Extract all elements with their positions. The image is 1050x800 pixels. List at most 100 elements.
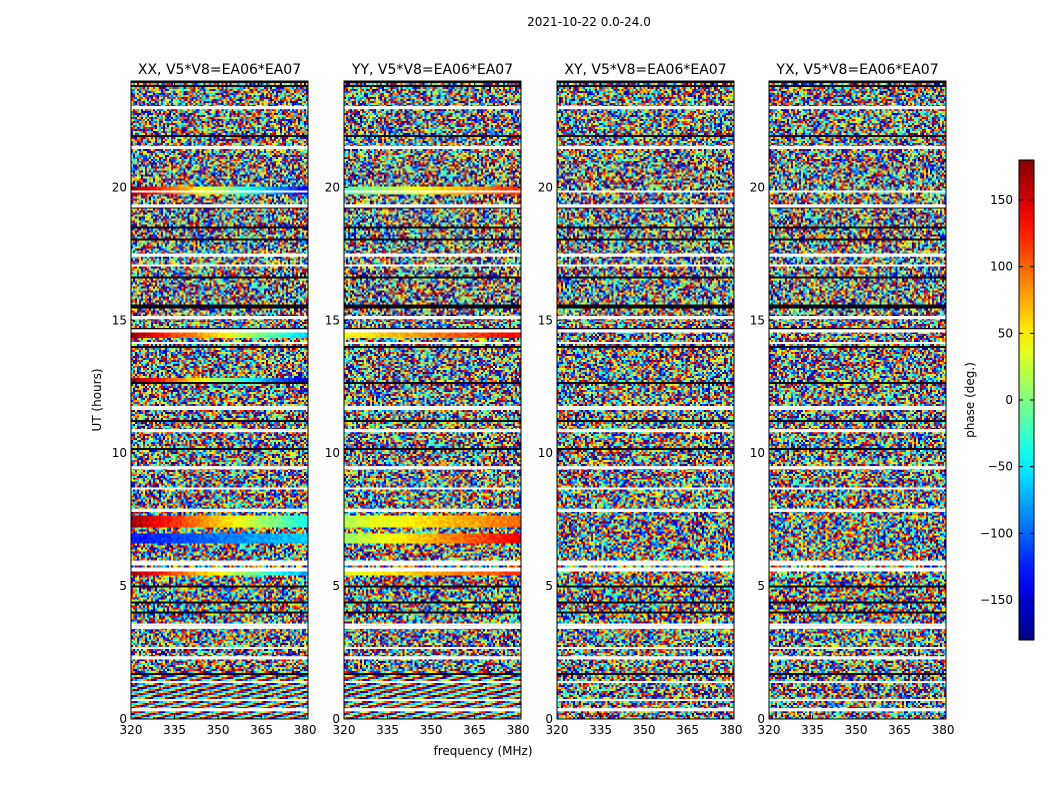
flagged-row [131, 508, 308, 512]
flagged-row [557, 466, 734, 470]
flagged-row [769, 253, 946, 257]
flagged-row [769, 145, 946, 150]
flagged-row [131, 625, 308, 629]
x-tick-label: 335 [163, 723, 186, 737]
panel-frame [556, 80, 735, 720]
panel-group: XX, V5*V8=EA06*EA07 320 335 350 365 380 0 5 10 15… [112, 62, 955, 737]
x-tick-label: 320 [758, 723, 781, 737]
flagged-row [131, 329, 308, 333]
panel-title: XX, V5*V8=EA06*EA07 [138, 62, 301, 78]
flagged-row [769, 329, 946, 333]
y-tick-label: 0 [119, 712, 127, 726]
flagged-row [769, 105, 946, 110]
flagged-row [769, 708, 946, 712]
panel-xx: XX, V5*V8=EA06*EA07 320 335 350 365 380 0 5 10 15… [112, 62, 317, 737]
colorbar-tick-label: 100 [990, 260, 1013, 274]
x-tick-label: 350 [845, 723, 868, 737]
y-tick-label: 20 [538, 180, 553, 194]
x-tick-label: 365 [676, 723, 699, 737]
flagged-row [344, 204, 521, 208]
x-tick-label: 380 [294, 723, 317, 737]
colorbar-tick-label: 150 [990, 193, 1013, 207]
y-axis-label: UT (hours) [90, 368, 104, 431]
y-tick-label: 15 [538, 313, 553, 327]
y-tick-label: 15 [112, 313, 127, 327]
y-tick-label: 5 [545, 579, 553, 593]
flagged-row [131, 428, 308, 433]
y-tick-label: 10 [325, 446, 340, 460]
y-tick-label: 10 [750, 446, 765, 460]
panel-yy: YY, V5*V8=EA06*EA07 320 335 350 365 380 0 5 10 15… [325, 62, 530, 737]
flagged-row [769, 315, 946, 320]
flagged-row [131, 560, 308, 564]
x-tick-label: 335 [589, 723, 612, 737]
phase-heatmap-yx [769, 81, 946, 719]
y-tick-label: 20 [112, 180, 127, 194]
flagged-row [344, 508, 521, 512]
x-tick-label: 365 [888, 723, 911, 737]
flagged-row [344, 428, 521, 433]
x-tick-label: 320 [333, 723, 356, 737]
x-tick-label: 380 [932, 723, 955, 737]
flagged-row [557, 329, 734, 333]
flagged-row [131, 204, 308, 208]
x-tick-label: 350 [420, 723, 443, 737]
flagged-row [344, 560, 521, 564]
x-tick-label: 365 [463, 723, 486, 737]
flagged-row [131, 708, 308, 712]
panel-yx: YX, V5*V8=EA06*EA07 320 335 350 365 380 0 5 10 15… [750, 62, 955, 737]
flagged-row [557, 560, 734, 564]
x-tick-label: 335 [376, 723, 399, 737]
flagged-row [344, 315, 521, 320]
flagged-row [557, 508, 734, 512]
x-tick-label: 320 [546, 723, 569, 737]
x-tick-label: 350 [207, 723, 230, 737]
y-tick-label: 0 [757, 712, 765, 726]
flagged-row [557, 204, 734, 208]
x-tick-label: 380 [507, 723, 530, 737]
colorbar-tick-label: −100 [980, 526, 1013, 540]
panel-frame [343, 80, 522, 720]
x-tick-label: 365 [250, 723, 273, 737]
flagged-row [344, 625, 521, 629]
flagged-row [344, 105, 521, 110]
flagged-row [557, 708, 734, 712]
flagged-row [557, 105, 734, 110]
x-tick-label: 350 [633, 723, 656, 737]
panel-frame [130, 80, 309, 720]
y-tick-label: 10 [112, 446, 127, 460]
colorbar-tick-label: −50 [988, 460, 1013, 474]
flagged-row [344, 708, 521, 712]
flagged-row [131, 105, 308, 110]
flagged-row [769, 466, 946, 470]
flagged-row [557, 428, 734, 433]
flagged-row [344, 656, 521, 660]
flagged-row [769, 508, 946, 512]
flagged-row [769, 428, 946, 433]
phase-heatmap-yy [344, 81, 521, 719]
y-tick-label: 15 [750, 313, 765, 327]
flagged-row [769, 625, 946, 629]
colorbar: 150 100 50 0 −50 −100 −150 phase (deg.) [963, 159, 1035, 641]
flagged-row [557, 656, 734, 660]
y-tick-label: 20 [325, 180, 340, 194]
y-tick-label: 5 [119, 579, 127, 593]
flagged-row [131, 656, 308, 660]
panel-title: YY, V5*V8=EA06*EA07 [351, 62, 513, 78]
y-tick-label: 5 [332, 579, 340, 593]
flagged-row [769, 656, 946, 660]
colorbar-label: phase (deg.) [963, 362, 977, 438]
flagged-row [769, 560, 946, 564]
panel-title: YX, V5*V8=EA06*EA07 [775, 62, 938, 78]
y-tick-label: 5 [757, 579, 765, 593]
phase-heatmap-xy [557, 81, 734, 719]
colorbar-tick-label: 0 [1005, 393, 1013, 407]
flagged-row [131, 466, 308, 470]
flagged-row [344, 466, 521, 470]
flagged-row [769, 204, 946, 208]
y-tick-label: 0 [545, 712, 553, 726]
flagged-row [344, 329, 521, 333]
figure-suptitle: 2021-10-22 0.0-24.0 [527, 15, 651, 29]
flagged-row [557, 315, 734, 320]
